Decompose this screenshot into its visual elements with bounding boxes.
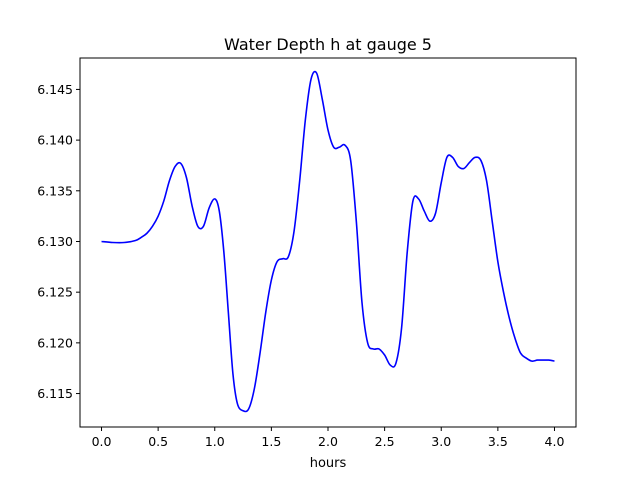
y-axis-ticks: 6.115 6.120 6.125 6.130 6.135 6.140 6.145 xyxy=(37,82,80,401)
x-tick-label: 1.5 xyxy=(261,434,281,449)
x-tick-label: 0.5 xyxy=(148,434,168,449)
x-tick-label: 4.0 xyxy=(545,434,565,449)
plot-area xyxy=(101,70,555,413)
y-tick-label: 6.125 xyxy=(37,285,73,300)
x-tick-label: 3.5 xyxy=(488,434,508,449)
series-line-0 xyxy=(101,70,555,413)
y-tick-label: 6.115 xyxy=(37,386,73,401)
y-tick-label: 6.140 xyxy=(37,133,73,148)
x-tick-label: 2.5 xyxy=(375,434,395,449)
x-tick-label: 2.0 xyxy=(318,434,338,449)
y-tick-label: 6.145 xyxy=(37,82,73,97)
y-tick-label: 6.130 xyxy=(37,234,73,249)
x-axis-label: hours xyxy=(310,456,347,471)
x-tick-label: 3.0 xyxy=(431,434,451,449)
y-tick-label: 6.135 xyxy=(37,183,73,198)
chart-title: Water Depth h at gauge 5 xyxy=(224,35,432,54)
x-axis-ticks: 0.0 0.5 1.0 1.5 2.0 2.5 3.0 3.5 4.0 xyxy=(92,427,565,449)
x-tick-label: 0.0 xyxy=(92,434,112,449)
x-tick-label: 1.0 xyxy=(205,434,225,449)
y-tick-label: 6.120 xyxy=(37,335,73,350)
